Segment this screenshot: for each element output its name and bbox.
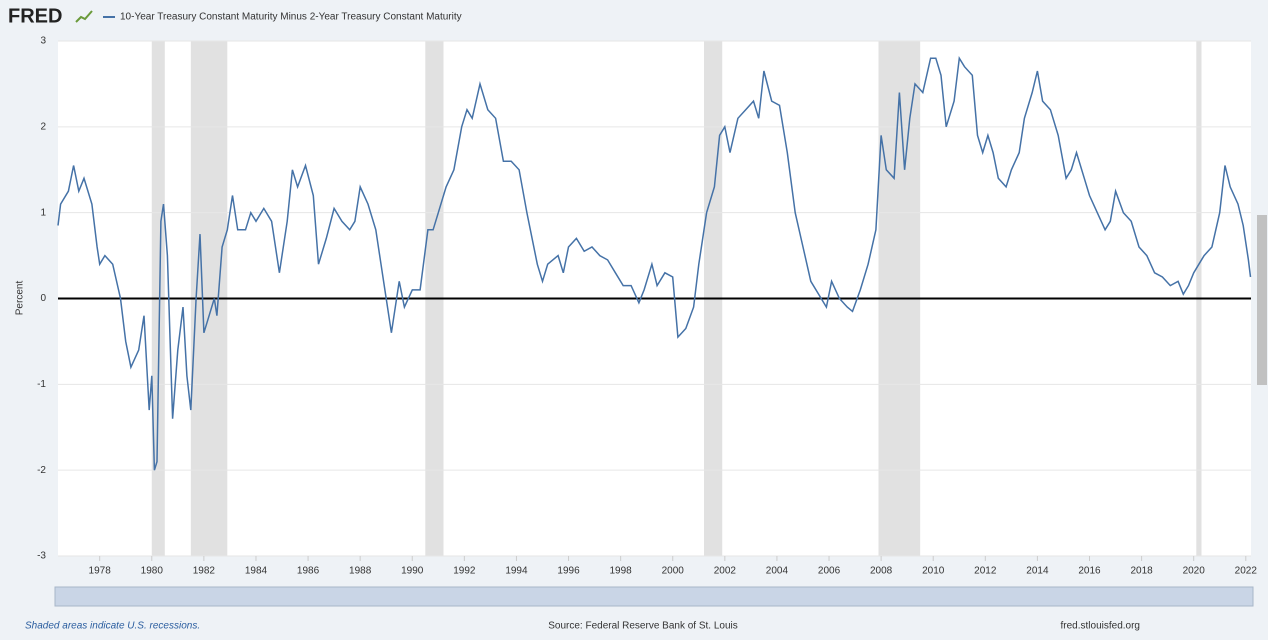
y-tick-label: -2 — [37, 465, 46, 476]
x-tick-label: 2020 — [1183, 566, 1206, 577]
range-navigator[interactable] — [54, 586, 1254, 607]
x-tick-label: 1986 — [297, 566, 320, 577]
x-tick-label: 2006 — [818, 566, 841, 577]
x-tick-label: 1980 — [141, 566, 164, 577]
y-tick-label: 1 — [40, 207, 46, 218]
x-tick-label: 2012 — [974, 566, 997, 577]
y-tick-label: 3 — [40, 36, 46, 47]
x-tick-label: 1990 — [401, 566, 424, 577]
recession-note: Shaded areas indicate U.S. recessions. — [25, 621, 200, 632]
x-tick-label: 2022 — [1235, 566, 1258, 577]
data-line — [57, 55, 1252, 471]
x-tick-label: 1994 — [505, 566, 528, 577]
logo: FRED — [8, 5, 62, 27]
x-tick-label: 1984 — [245, 566, 268, 577]
y-tick-label: -3 — [37, 551, 46, 562]
legend-label: 10-Year Treasury Constant Maturity Minus… — [120, 12, 462, 23]
scrollbar[interactable] — [1257, 215, 1267, 385]
site: fred.stlouisfed.org — [1061, 621, 1141, 632]
y-tick-label: 0 — [40, 293, 46, 304]
x-tick-label: 2018 — [1130, 566, 1153, 577]
y-axis-label: Percent — [15, 281, 26, 316]
logo-icon — [75, 10, 93, 23]
y-tick-label: 2 — [40, 121, 46, 132]
y-tick-label: -1 — [37, 379, 46, 390]
x-tick-label: 1998 — [610, 566, 633, 577]
x-tick-label: 1988 — [349, 566, 372, 577]
x-tick-label: 1982 — [193, 566, 216, 577]
x-tick-label: 2004 — [766, 566, 789, 577]
x-tick-label: 2010 — [922, 566, 945, 577]
x-tick-label: 2008 — [870, 566, 893, 577]
x-tick-label: 2000 — [662, 566, 685, 577]
x-tick-label: 2014 — [1026, 566, 1049, 577]
source: Source: Federal Reserve Bank of St. Loui… — [548, 621, 738, 632]
x-tick-label: 1992 — [453, 566, 476, 577]
x-tick-label: 1996 — [557, 566, 580, 577]
x-tick-label: 2016 — [1078, 566, 1101, 577]
x-tick-label: 2002 — [714, 566, 737, 577]
x-tick-label: 1978 — [89, 566, 112, 577]
